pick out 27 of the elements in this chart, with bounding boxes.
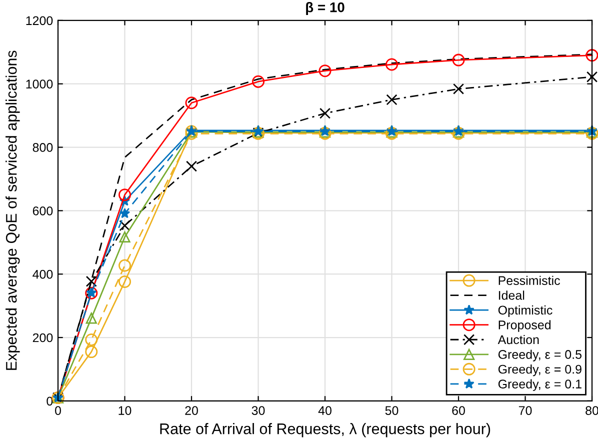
x-tick-label: 40 (318, 406, 332, 415)
legend-label: Optimistic (498, 305, 552, 318)
y-tick-label: 0 (46, 396, 53, 406)
legend-label: Auction (498, 334, 539, 344)
legend-label: Greedy, ε = 0.1 (498, 379, 582, 391)
x-tick-label: 70 (518, 406, 532, 415)
y-tick-label: 1000 (26, 80, 53, 88)
legend-label: Ideal (498, 290, 524, 300)
x-tick-label: 0 (55, 406, 61, 415)
y-tick-label: 400 (32, 270, 53, 279)
x-tick-label: 50 (385, 406, 398, 415)
x-tick-label: 60 (452, 406, 465, 415)
y-tick-label: 800 (32, 143, 53, 152)
y-axis-title: Expected average QoE of serviced applications (6, 50, 20, 370)
x-tick-label: 80 (586, 406, 598, 415)
legend-label: Proposed (498, 320, 551, 332)
y-tick-label: 200 (32, 333, 53, 342)
chart-title: β = 10 (306, 2, 344, 15)
x-tick-label: 30 (252, 406, 265, 415)
y-tick-label: 600 (32, 206, 53, 216)
legend-label: Greedy, ε = 0.5 (498, 350, 582, 362)
y-tick-label: 1200 (26, 16, 53, 26)
x-tick-label: 10 (118, 406, 132, 415)
x-axis-title: Rate of Arrival of Requests, λ (requests per hour) (160, 423, 490, 438)
legend-label: Pessimistic (498, 276, 560, 286)
legend-label: Greedy, ε = 0.9 (498, 364, 582, 376)
x-tick-label: 20 (185, 406, 198, 415)
